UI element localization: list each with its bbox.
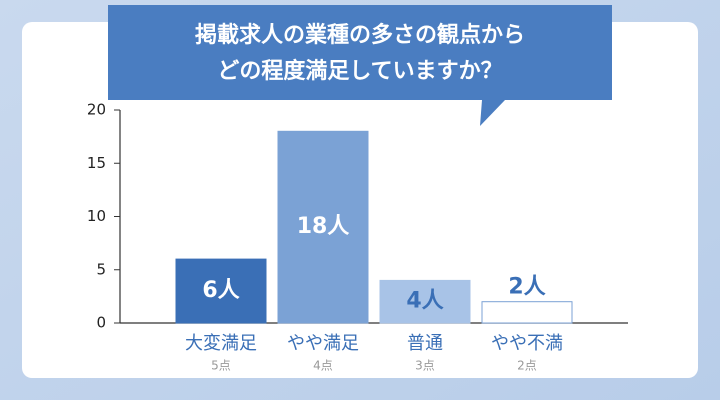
value-label: 18人 — [297, 214, 350, 239]
bar — [277, 130, 369, 324]
x-tick-label: やや満足 — [287, 333, 359, 354]
y-tick-label: 15 — [87, 154, 106, 172]
x-tick-label: 普通 — [407, 333, 443, 354]
bar — [379, 279, 471, 324]
value-label: 6人 — [202, 278, 239, 303]
y-tick-label: 10 — [87, 207, 106, 225]
y-tick-label: 0 — [96, 314, 106, 332]
value-label: 4人 — [406, 289, 443, 314]
bar — [175, 258, 267, 324]
x-tick-label: やや不満 — [491, 333, 563, 354]
title-bubble — [108, 5, 612, 126]
x-tick-sublabel: 3点 — [415, 359, 435, 373]
chart-title: どの程度満足していますか？ — [217, 58, 502, 84]
y-tick-label: 20 — [87, 101, 106, 119]
chart-title: 掲載求人の業種の多さの観点から — [195, 22, 525, 48]
x-tick-sublabel: 5点 — [211, 359, 231, 373]
x-tick-sublabel: 2点 — [517, 359, 537, 373]
bar — [481, 301, 573, 324]
y-tick-label: 5 — [96, 260, 106, 278]
value-label: 2人 — [508, 275, 545, 300]
x-tick-sublabel: 4点 — [313, 359, 333, 373]
x-tick-label: 大変満足 — [185, 333, 257, 354]
